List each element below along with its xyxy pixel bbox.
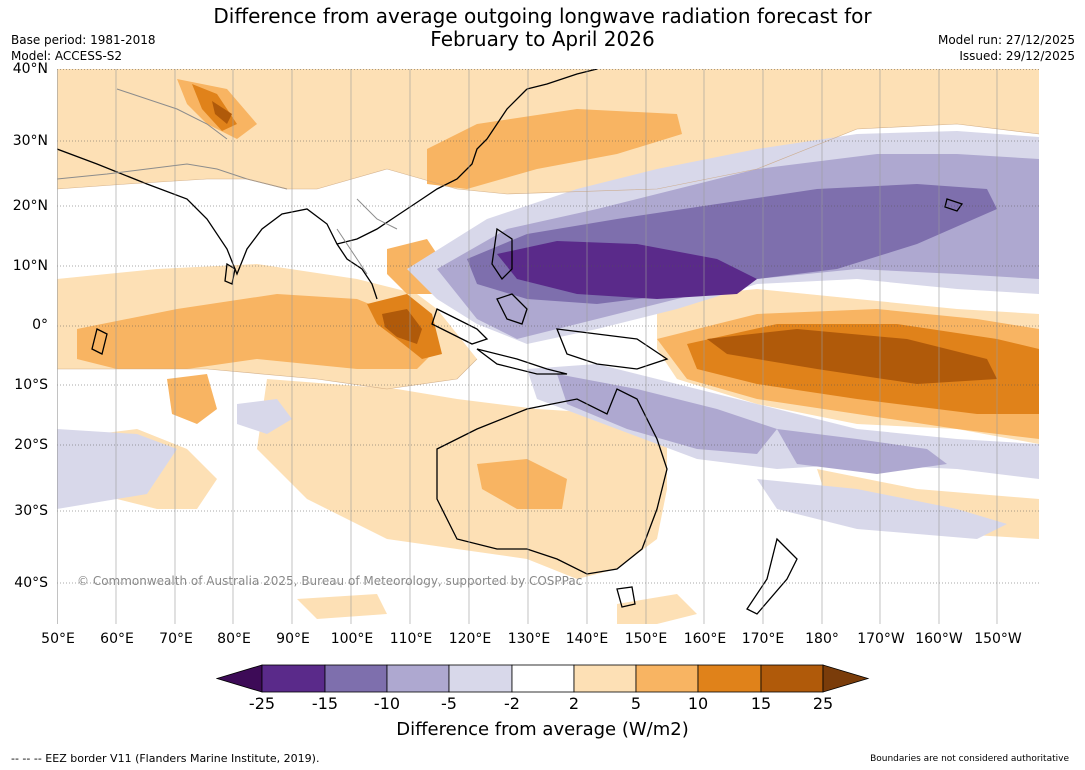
colorbar-tick: -2 <box>504 694 520 713</box>
lat-label-20s: 20°S <box>14 437 48 453</box>
lon-label: 130°E <box>507 631 551 647</box>
meta-left: Base period: 1981-2018 Model: ACCESS-S2 <box>11 32 156 64</box>
map-title-line2: February to April 2026 <box>430 27 655 51</box>
lat-label-40s: 40°S <box>14 575 48 591</box>
lon-label: 160°W <box>915 631 963 647</box>
lat-label-10s: 10°S <box>14 377 48 393</box>
colorbar-tick: -15 <box>311 694 339 713</box>
lat-label-10n: 10°N <box>12 258 48 274</box>
colorbar-segment <box>261 664 326 693</box>
lon-label: 70°E <box>159 631 193 647</box>
lon-label: 80°E <box>217 631 251 647</box>
lat-label-0: 0° <box>32 317 48 333</box>
colorbar-title: Difference from average (W/m2) <box>396 719 689 740</box>
lon-label: 170°E <box>741 631 785 647</box>
colorbar-tick: -10 <box>373 694 401 713</box>
colorbar-tick: 5 <box>630 694 642 713</box>
copyright-notice: © Commonwealth of Australia 2025, Bureau… <box>77 574 583 588</box>
lat-label-30s: 30°S <box>14 503 48 519</box>
graticule-meridians <box>57 69 998 624</box>
colorbar-segment <box>760 664 824 693</box>
anomaly-fill-deep-purple <box>497 241 757 299</box>
colorbar-tick: -25 <box>248 694 276 713</box>
lon-label: 110°E <box>389 631 433 647</box>
lon-label: 180° <box>805 631 839 647</box>
boundary-disclaimer: Boundaries are not considered authoritat… <box>870 754 1069 764</box>
colorbar-segment <box>697 664 762 693</box>
lon-label: 90°E <box>276 631 310 647</box>
eez-legend: -- -- -- EEZ border V11 (Flanders Marine… <box>11 752 320 765</box>
lat-label-20n: 20°N <box>12 198 48 214</box>
colorbar-tick: 15 <box>750 694 772 713</box>
map-title-line1: Difference from average outgoing longwav… <box>213 4 872 28</box>
contour-lines <box>57 123 1039 390</box>
colorbar-tick: 25 <box>812 694 834 713</box>
colorbar-tick: 2 <box>568 694 580 713</box>
lon-label: 120°E <box>448 631 492 647</box>
model-name: Model: ACCESS-S2 <box>11 49 123 63</box>
colorbar-tick: -5 <box>441 694 457 713</box>
olr-anomaly-map <box>57 69 1039 624</box>
lon-label: 150°W <box>974 631 1022 647</box>
lon-label: 60°E <box>100 631 134 647</box>
colorbar-arrow-high <box>822 664 870 693</box>
colorbar <box>216 664 870 693</box>
colorbar-segment <box>635 664 699 693</box>
lon-label: 140°E <box>565 631 609 647</box>
colorbar-arrow-low <box>216 664 263 693</box>
colorbar-segment <box>324 664 388 693</box>
issued-date: Issued: 29/12/2025 <box>959 49 1075 63</box>
lon-label: 170°W <box>857 631 905 647</box>
colorbar-segment <box>573 664 637 693</box>
colorbar-segment <box>511 664 575 693</box>
anomaly-fill-brown <box>212 101 997 384</box>
lon-label: 50°E <box>41 631 75 647</box>
lon-label: 160°E <box>683 631 727 647</box>
colorbar-segment <box>386 664 450 693</box>
lat-label-30n: 30°N <box>12 133 48 149</box>
meta-right: Model run: 27/12/2025 Issued: 29/12/2025 <box>938 32 1075 64</box>
colorbar-segment <box>448 664 513 693</box>
colorbar-tick: 10 <box>687 694 709 713</box>
map-title: Difference from average outgoing longwav… <box>0 5 1085 51</box>
base-period: Base period: 1981-2018 <box>11 33 156 47</box>
lat-label-40n: 40°N <box>12 61 48 77</box>
coastlines <box>57 69 964 615</box>
model-run: Model run: 27/12/2025 <box>937 33 1075 47</box>
lon-label: 150°E <box>624 631 668 647</box>
lon-label: 100°E <box>330 631 374 647</box>
